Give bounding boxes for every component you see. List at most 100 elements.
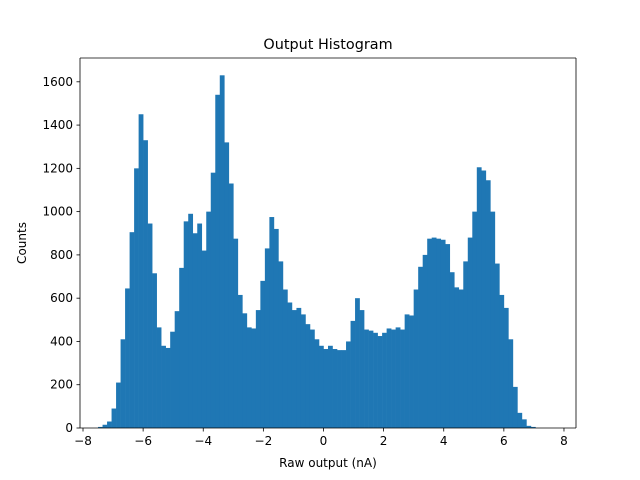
histogram-bar [413,289,419,428]
x-tick-label: 8 [560,434,568,448]
histogram-bar [233,238,239,428]
histogram-bar [449,272,455,428]
histogram-bar [237,294,243,428]
x-axis-ticks: −8 −6 −4 −2 0 2 4 6 8 [74,428,568,448]
histogram-bar [251,328,257,428]
x-tick-label: 2 [380,434,388,448]
histogram-bar [98,426,103,428]
histogram-bar [210,172,216,428]
histogram-bar [192,233,198,428]
histogram-bar [359,310,365,428]
histogram-bar [458,289,464,428]
histogram-bar [476,167,482,428]
histogram-bar [521,419,527,428]
histogram-bar [467,237,473,428]
y-tick-label: 200 [50,378,73,392]
histogram-bar [463,261,469,428]
y-tick-label: 1000 [42,205,73,219]
histogram-bar [147,223,153,428]
histogram-bar [156,327,162,428]
histogram-bar [134,168,139,428]
histogram-bar [183,221,189,428]
y-tick-label: 400 [50,334,73,348]
histogram-bar [517,412,523,428]
histogram-bar [512,386,518,428]
y-axis-ticks: 0 200 400 600 800 1000 1200 1400 1600 [42,75,80,435]
histogram-bar [314,339,320,428]
histogram-bar [346,341,351,428]
histogram-bar [215,94,221,428]
histogram-bar [111,408,117,428]
histogram-bar [490,211,496,428]
histogram-bars [98,75,536,428]
histogram-bar [499,294,505,428]
histogram-bar [138,114,144,428]
histogram-bar [143,140,148,428]
histogram-bar [328,345,333,428]
histogram-bar [152,273,157,428]
histogram-bar [485,180,491,428]
histogram-bar [341,350,347,428]
histogram-bar [201,250,207,428]
histogram-bar [318,345,324,428]
histogram-bar [377,336,383,428]
histogram-bar [409,315,414,428]
histogram-bar [255,310,261,428]
histogram-bar [494,263,500,428]
histogram-bar [188,213,194,428]
x-tick-label: −4 [194,434,212,448]
histogram-bar [125,288,130,428]
histogram-bar [355,298,360,428]
histogram-bar [291,310,297,428]
histogram-bar [526,425,532,428]
histogram-bar [445,244,451,428]
histogram-bar [323,349,329,428]
histogram-bar [278,261,284,428]
histogram-bar [368,330,374,428]
histogram-bar [440,239,446,428]
histogram-bar [102,424,108,428]
histogram-bar [165,347,171,428]
histogram-bar [400,329,405,428]
histogram-bar [309,329,315,428]
histogram-bar [129,232,135,428]
histogram-bar [206,211,212,428]
histogram-bar [287,302,293,428]
histogram-bar [228,183,234,428]
histogram-bar [273,228,279,428]
histogram-bar [170,331,175,428]
histogram-bar [386,328,392,428]
histogram-bar [395,327,401,428]
histogram-bar [454,287,460,428]
histogram-bar [116,382,121,428]
x-tick-label: 4 [440,434,448,448]
histogram-bar [179,267,185,428]
x-tick-label: 6 [500,434,508,448]
histogram-bar [174,311,180,428]
histogram-bar [107,421,112,428]
histogram-bar [508,339,514,428]
histogram-bar [332,349,338,428]
chart-title: Output Histogram [263,37,392,53]
axes-frame [79,57,577,429]
y-tick-label: 1400 [42,118,73,132]
histogram-bar [404,314,410,428]
y-tick-label: 1600 [42,75,73,89]
histogram-bar [391,329,396,428]
histogram-bar [364,329,369,428]
histogram-bar [503,307,509,428]
histogram-bar [300,314,306,428]
y-tick-label: 0 [65,421,73,435]
histogram-bar [436,238,442,428]
x-axis-label: Raw output (nA) [279,456,377,470]
histogram-bar [427,238,433,428]
histogram-bar [246,327,252,428]
histogram-bar [305,324,311,428]
histogram-bar [197,223,203,428]
histogram-bar [337,350,342,428]
histogram-bar [120,339,126,428]
histogram-bar [373,332,378,428]
histogram-bar [422,254,428,428]
histogram-bar [481,170,487,428]
